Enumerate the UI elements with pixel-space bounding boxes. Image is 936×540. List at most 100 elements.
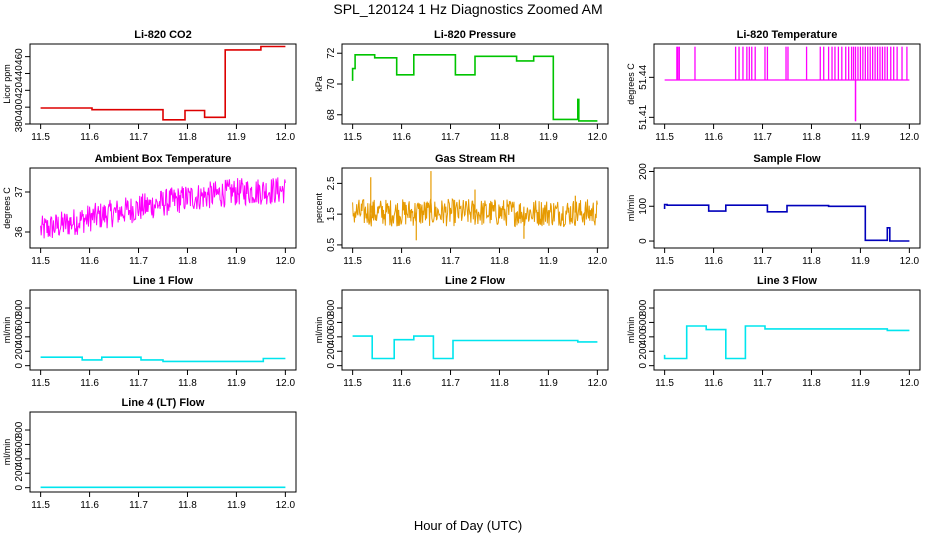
series-line xyxy=(40,45,286,121)
plot-frame xyxy=(29,411,297,493)
data-layer xyxy=(40,45,286,121)
plot-frame xyxy=(341,167,609,249)
series-line xyxy=(352,335,598,360)
y-tick-label: 200 xyxy=(14,342,25,359)
y-tick-label: 800 xyxy=(638,299,649,316)
y-axis-label: ml/min xyxy=(314,317,324,344)
y-axis-label: degrees C xyxy=(626,63,636,105)
x-tick-label: 11.7 xyxy=(129,500,148,511)
y-tick-label: 0 xyxy=(638,238,649,244)
figure-x-axis-label: Hour of Day (UTC) xyxy=(413,518,523,533)
x-tick-label: 11.7 xyxy=(129,378,148,389)
panel-title: Li-820 Temperature xyxy=(737,29,838,41)
x-tick-label: 11.7 xyxy=(441,256,460,267)
x-tick-label: 11.8 xyxy=(490,378,509,389)
y-tick-label: 800 xyxy=(14,421,25,438)
x-tick-label: 12.0 xyxy=(276,500,296,511)
x-tick-label: 11.8 xyxy=(178,500,197,511)
x-tick-label: 11.5 xyxy=(31,500,50,511)
series-line xyxy=(352,197,598,228)
y-tick-label: 600 xyxy=(14,436,25,453)
y-tick-label: 200 xyxy=(14,464,25,481)
y-tick-label: 400 xyxy=(14,450,25,467)
y-tick-label: 0 xyxy=(14,484,25,490)
x-tick-label: 12.0 xyxy=(900,378,920,389)
data-layer xyxy=(351,53,598,122)
x-tick-label: 11.9 xyxy=(227,132,246,143)
x-tick-label: 12.0 xyxy=(276,256,296,267)
data-layer xyxy=(40,177,286,239)
panel-title: Gas Stream RH xyxy=(435,153,515,165)
x-tick-label: 11.9 xyxy=(539,132,558,143)
x-tick-label: 12.0 xyxy=(588,256,608,267)
panel-title: Ambient Box Temperature xyxy=(95,153,232,165)
x-tick-label: 11.5 xyxy=(655,378,674,389)
y-tick-label: 0 xyxy=(326,362,337,368)
y-tick-label: 100 xyxy=(638,197,649,214)
y-tick-label: 51.41 xyxy=(638,104,649,129)
y-tick-label: 0 xyxy=(14,362,25,368)
figure-title: SPL_120124 1 Hz Diagnostics Zoomed AM xyxy=(333,1,603,17)
x-tick-label: 11.5 xyxy=(31,256,50,267)
x-tick-label: 11.7 xyxy=(753,378,772,389)
y-tick-label: 2.5 xyxy=(326,176,337,190)
plot-frame xyxy=(653,43,921,125)
plot-frame xyxy=(653,289,921,371)
y-tick-label: 37 xyxy=(14,186,25,198)
y-tick-label: 36 xyxy=(14,226,25,238)
x-tick-label: 11.8 xyxy=(178,132,197,143)
panel-title: Line 4 (LT) Flow xyxy=(122,397,205,409)
x-tick-label: 11.9 xyxy=(851,132,870,143)
y-tick-label: 460 xyxy=(14,48,25,65)
x-tick-label: 12.0 xyxy=(588,132,608,143)
x-tick-label: 11.7 xyxy=(441,378,460,389)
x-tick-label: 11.5 xyxy=(655,132,674,143)
x-tick-label: 11.9 xyxy=(227,378,246,389)
x-tick-label: 11.8 xyxy=(490,256,509,267)
panel-title: Sample Flow xyxy=(753,153,821,165)
y-tick-label: 600 xyxy=(326,314,337,331)
x-tick-label: 11.6 xyxy=(80,500,99,511)
series-line xyxy=(663,325,910,360)
series-line xyxy=(40,356,286,363)
x-tick-label: 11.6 xyxy=(704,132,723,143)
data-layer xyxy=(664,46,910,122)
y-tick-label: 400 xyxy=(14,98,25,115)
x-tick-label: 11.6 xyxy=(704,378,723,389)
y-tick-label: 800 xyxy=(326,299,337,316)
panel-5: Gas Stream RH 11.5 11.6 11.7 11.8 11.9 12.0 0.5… xyxy=(314,153,609,267)
y-axis-label: degrees C xyxy=(2,187,12,229)
panel-3: Li-820 Temperature 11.5 11.6 11.7 11.8 11.9 12… xyxy=(626,29,921,143)
panel-2: Li-820 Pressure 11.5 11.6 11.7 11.8 11.9 12.0 6… xyxy=(314,29,609,143)
y-tick-label: 0.5 xyxy=(326,238,337,252)
y-axis-label: ml/min xyxy=(2,317,12,344)
x-tick-label: 11.5 xyxy=(31,378,50,389)
x-tick-label: 11.8 xyxy=(802,256,821,267)
y-axis-label: ml/min xyxy=(626,195,636,222)
panel-title: Li-820 Pressure xyxy=(434,29,516,41)
y-tick-label: 600 xyxy=(638,314,649,331)
y-tick-label: 200 xyxy=(638,163,649,180)
y-tick-label: 1.5 xyxy=(326,207,337,221)
series-line xyxy=(663,203,910,242)
panel-6: Sample Flow 11.5 11.6 11.7 11.8 11.9 12.0 0 100 2… xyxy=(626,153,921,267)
x-tick-label: 12.0 xyxy=(276,132,296,143)
x-tick-label: 11.7 xyxy=(753,132,772,143)
x-tick-label: 11.6 xyxy=(704,256,723,267)
panel-title: Li-820 CO2 xyxy=(134,29,191,41)
x-tick-label: 11.5 xyxy=(343,132,362,143)
y-axis-label: ml/min xyxy=(626,317,636,344)
x-tick-label: 12.0 xyxy=(276,378,296,389)
y-tick-label: 68 xyxy=(326,109,337,121)
panel-9: Line 3 Flow 11.5 11.6 11.7 11.8 11.9 12.0 0 2004… xyxy=(626,275,921,389)
series-line xyxy=(351,53,598,122)
y-tick-label: 400 xyxy=(326,328,337,345)
x-tick-label: 11.8 xyxy=(802,378,821,389)
y-axis-label: ml/min xyxy=(2,439,12,466)
x-tick-label: 11.8 xyxy=(178,378,197,389)
data-layer xyxy=(663,203,910,242)
x-tick-label: 11.9 xyxy=(851,378,870,389)
panel-title: Line 2 Flow xyxy=(445,275,505,287)
plot-frame xyxy=(653,167,921,249)
